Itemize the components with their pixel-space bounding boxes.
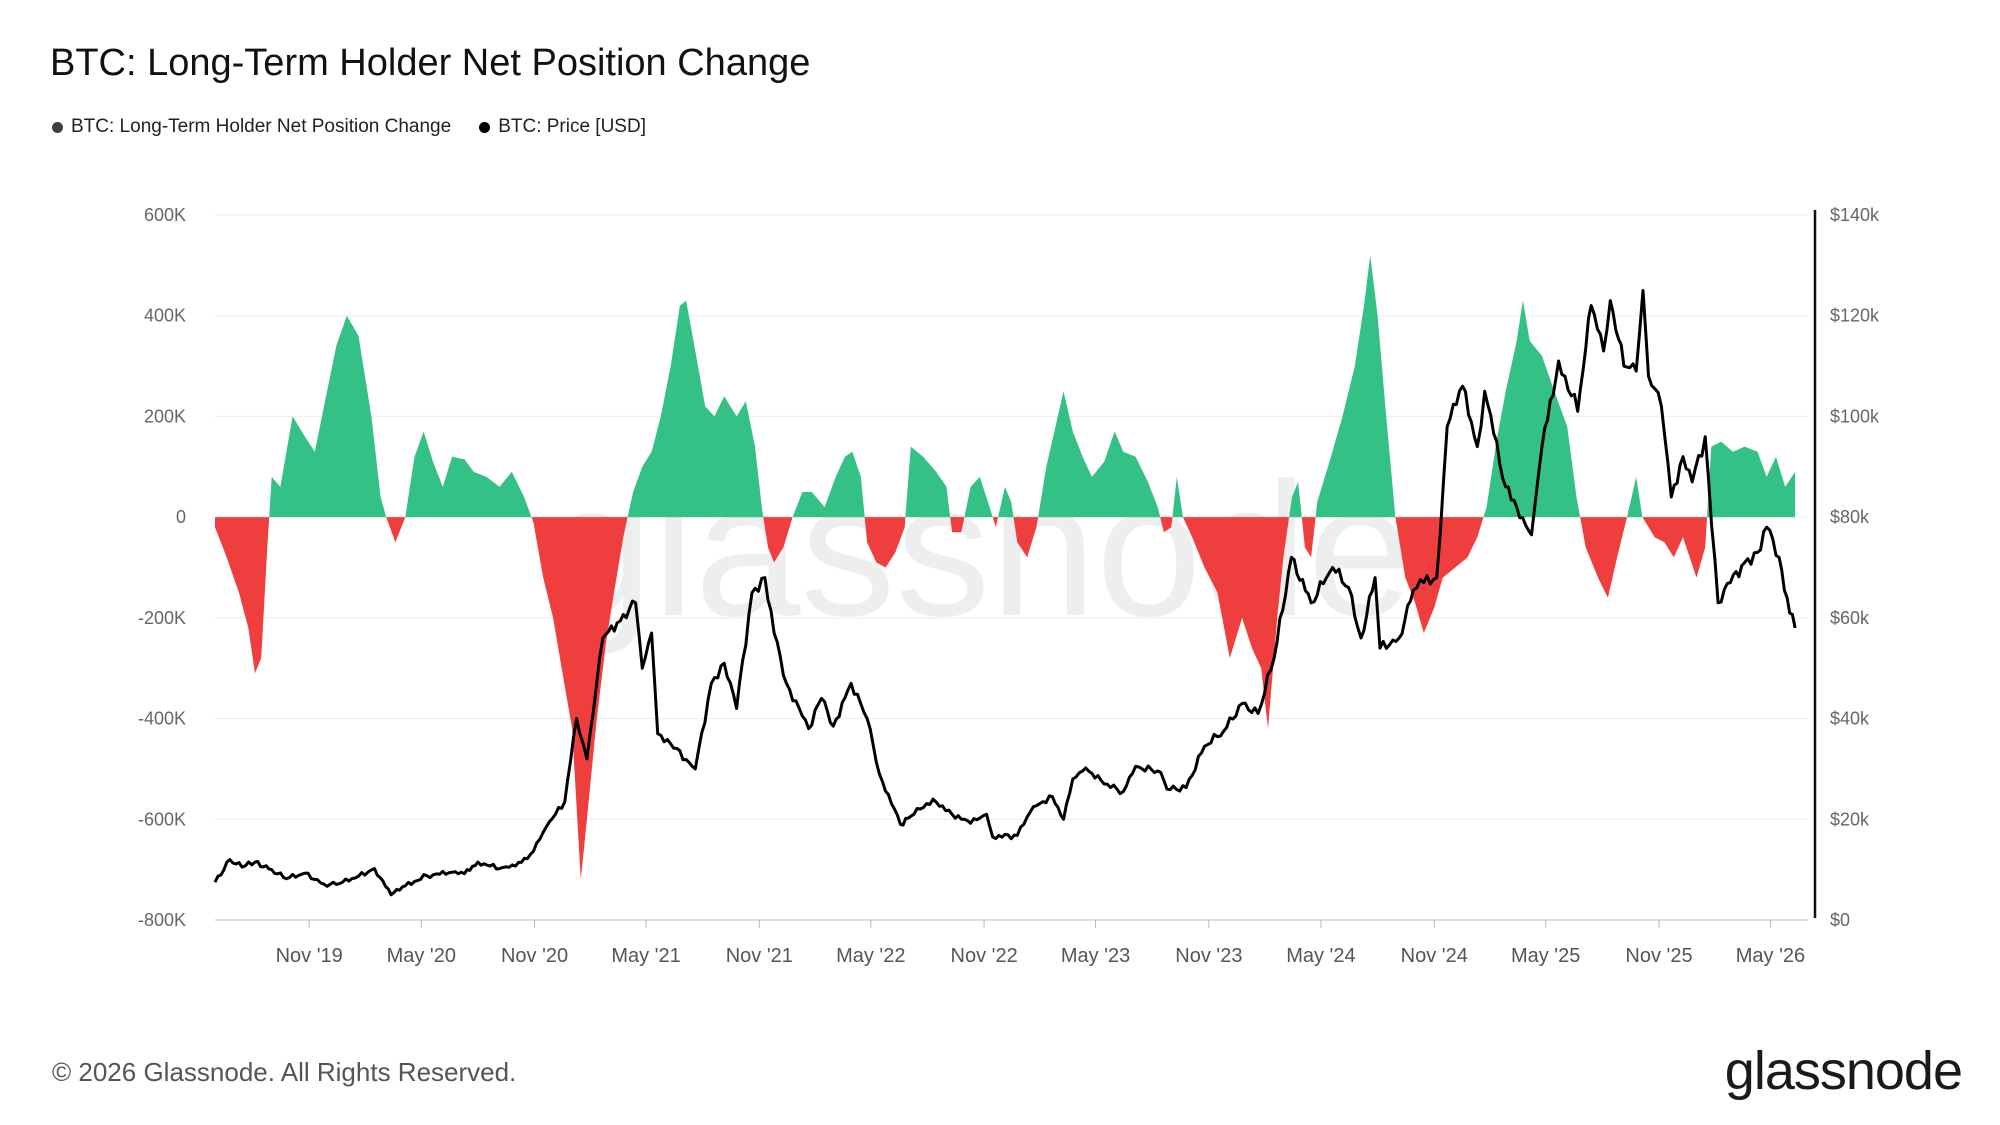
positive-area-segment: [1038, 391, 1161, 518]
left-tick-label: 0: [176, 507, 186, 527]
x-tick-label: May '22: [836, 945, 905, 967]
left-tick-label: -200K: [138, 608, 186, 628]
negative-area-segment: [864, 517, 906, 568]
right-tick-label: $40k: [1830, 709, 1870, 729]
negative-area-segment: [1580, 517, 1627, 598]
left-tick-label: -400K: [138, 709, 186, 729]
negative-area-segment: [950, 517, 965, 533]
positive-area-segment: [1483, 300, 1581, 518]
right-tick-label: $100k: [1830, 406, 1880, 426]
positive-area-segment: [1289, 481, 1302, 518]
x-axis-ticks: Nov '19 May '20 Nov '20 May '21 Nov '21 May '…: [276, 920, 1805, 967]
negative-area-segment: [1013, 517, 1039, 558]
negative-area-segment: [1160, 517, 1173, 533]
legend: BTC: Long-Term Holder Net Position Chang…: [52, 116, 646, 138]
right-tick-label: $80k: [1830, 507, 1870, 527]
right-tick-label: $20k: [1830, 809, 1870, 829]
x-tick-label: May '25: [1511, 945, 1580, 967]
lth-net-position-area: [215, 255, 1796, 880]
positive-area-segment: [998, 486, 1014, 518]
price-line: [213, 289, 1797, 897]
positive-area-segment: [792, 451, 865, 518]
right-tick-label: $0: [1830, 910, 1850, 930]
legend-item-lth[interactable]: BTC: Long-Term Holder Net Position Chang…: [52, 116, 451, 138]
x-tick-label: Nov '24: [1401, 945, 1468, 967]
x-tick-label: Nov '20: [501, 945, 568, 967]
x-tick-label: May '20: [387, 945, 456, 967]
negative-area-segment: [531, 517, 628, 880]
negative-area-segment: [1301, 517, 1316, 558]
x-tick-label: May '26: [1736, 945, 1805, 967]
positive-area-segment: [905, 446, 951, 518]
x-tick-label: Nov '19: [276, 945, 343, 967]
positive-area-segment: [964, 476, 993, 518]
left-axis-ticks: 600K 400K 200K 0 -200K -400K -600K -800K: [138, 205, 186, 930]
negative-area-segment: [386, 517, 406, 543]
negative-area-segment: [763, 517, 793, 563]
legend-dot-lth: [52, 121, 63, 133]
positive-area-segment: [1172, 476, 1183, 518]
positive-area-segment: [627, 300, 764, 518]
left-tick-label: 400K: [144, 306, 186, 326]
chart-title: BTC: Long-Term Holder Net Position Chang…: [50, 42, 811, 84]
positive-area-segment: [269, 315, 387, 518]
left-tick-label: -600K: [138, 809, 186, 829]
right-tick-label: $140k: [1830, 205, 1880, 225]
positive-area-segment: [405, 431, 532, 518]
x-tick-label: Nov '21: [726, 945, 793, 967]
positive-area-segment: [1315, 255, 1396, 518]
right-tick-label: $120k: [1830, 306, 1880, 326]
x-tick-label: May '23: [1061, 945, 1130, 967]
negative-area-segment: [1642, 517, 1708, 578]
x-tick-label: May '21: [611, 945, 680, 967]
right-tick-label: $60k: [1830, 608, 1870, 628]
negative-area-segment: [215, 517, 270, 674]
right-axis-ticks: $140k $120k $100k $80k $60k $40k $20k $0: [1830, 205, 1880, 930]
legend-item-price[interactable]: BTC: Price [USD]: [479, 116, 646, 138]
positive-area-segment: [1626, 476, 1643, 518]
x-tick-label: Nov '23: [1175, 945, 1242, 967]
legend-dot-price: [479, 121, 491, 133]
positive-area-segment: [1707, 441, 1796, 518]
copyright: © 2026 Glassnode. All Rights Reserved.: [52, 1057, 517, 1087]
negative-area-segment: [1395, 517, 1484, 633]
brand-logo[interactable]: glassnode: [1724, 1041, 1963, 1101]
x-tick-label: Nov '25: [1625, 945, 1692, 967]
x-tick-label: Nov '22: [951, 945, 1018, 967]
left-tick-label: 600K: [144, 205, 186, 225]
x-tick-label: May '24: [1286, 945, 1355, 967]
left-tick-label: -800K: [138, 910, 186, 930]
negative-area-segment: [992, 517, 999, 528]
left-tick-label: 200K: [144, 406, 186, 426]
legend-label-price: BTC: Price [USD]: [498, 116, 646, 137]
legend-label-lth: BTC: Long-Term Holder Net Position Chang…: [71, 116, 452, 137]
negative-area-segment: [1182, 517, 1290, 729]
